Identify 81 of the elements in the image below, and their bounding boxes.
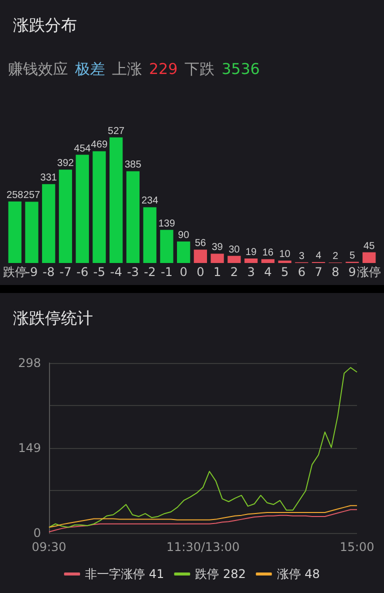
data-label: 454	[74, 143, 92, 154]
text: 赚钱效应	[8, 60, 68, 78]
data-label: 19	[245, 246, 258, 258]
x-tick-label: -3	[126, 265, 139, 279]
text: 下跌	[184, 60, 215, 78]
x-tick-label: 8	[332, 265, 340, 279]
bar	[261, 259, 274, 263]
text: 3536	[222, 60, 260, 78]
data-label: 527	[108, 126, 125, 137]
line-series	[48, 505, 358, 528]
x-tick-label: -8	[42, 265, 55, 279]
x-tick-label: 1	[213, 265, 222, 279]
data-label: 16	[262, 248, 274, 259]
data-label: 257	[23, 190, 41, 202]
data-label: 45	[364, 240, 376, 252]
bar	[110, 137, 123, 263]
data-label: 139	[158, 218, 176, 230]
x-tick-label: 0	[180, 265, 188, 279]
legend-label: 涨停 48	[276, 567, 320, 581]
x-tick-label: -2	[144, 265, 156, 279]
text: 229	[149, 60, 178, 78]
text: 上涨	[112, 60, 142, 78]
legend-label: 非一字涨停 41	[85, 567, 164, 581]
bar	[8, 202, 22, 263]
x-tick-label: -1	[160, 265, 173, 279]
data-label: 39	[212, 242, 224, 254]
x-tick-label: -4	[110, 265, 122, 279]
bar	[76, 154, 89, 263]
bar	[176, 242, 190, 263]
x-tick-label: 6	[298, 265, 306, 279]
x-tick-label: -6	[76, 265, 88, 279]
x-tick-label: -5	[93, 265, 106, 279]
x-tick-label: -9	[26, 265, 38, 279]
x-tick-label: 11:30/13:00	[166, 540, 240, 554]
data-label: 469	[90, 140, 108, 151]
bar	[362, 252, 376, 263]
x-tick-label: 09:30	[32, 540, 66, 554]
x-tick-label: 跌停	[2, 265, 27, 279]
data-label: 392	[57, 158, 74, 170]
x-tick-label: 涨停	[357, 265, 382, 279]
x-tick-label: 4	[264, 265, 272, 279]
bar	[244, 258, 258, 263]
data-label: 3	[298, 250, 305, 262]
data-label: 5	[349, 250, 356, 262]
x-tick-label: 0	[196, 265, 204, 279]
data-label: 30	[228, 244, 240, 256]
line-series	[48, 367, 358, 528]
chart-title: 涨跌停统计	[13, 308, 93, 328]
legend-label: 跌停 282	[195, 567, 246, 581]
bar	[194, 250, 208, 263]
bar	[210, 254, 224, 263]
data-label: 258	[6, 190, 24, 202]
y-tick-label: 0	[33, 526, 41, 540]
data-label: 56	[194, 238, 206, 250]
bar	[92, 151, 106, 263]
line-series	[48, 509, 358, 532]
y-tick-label: 149	[18, 441, 41, 455]
text: 极差	[75, 60, 105, 78]
bar	[143, 207, 156, 263]
x-tick-label: 9	[348, 265, 356, 279]
y-tick-label: 298	[18, 356, 41, 370]
x-tick-label: 7	[314, 265, 322, 279]
bar	[228, 256, 241, 263]
x-tick-label: 5	[280, 265, 289, 279]
data-label: 90	[178, 230, 190, 242]
data-label: 4	[316, 250, 322, 262]
chart-title: 涨跌分布	[13, 16, 77, 34]
x-tick-label: -7	[60, 265, 72, 279]
x-tick-label: 2	[230, 265, 238, 279]
x-tick-label: 3	[247, 265, 255, 279]
data-label: 385	[124, 160, 142, 171]
bar	[42, 184, 56, 263]
bar	[160, 230, 174, 263]
data-label: 10	[279, 249, 291, 260]
bar	[25, 202, 38, 263]
data-label: 331	[40, 172, 58, 184]
data-label: 2	[332, 251, 339, 262]
x-tick-label: 15:00	[340, 540, 374, 554]
bar	[58, 170, 72, 263]
data-label: 234	[141, 196, 159, 207]
bar	[126, 171, 140, 263]
